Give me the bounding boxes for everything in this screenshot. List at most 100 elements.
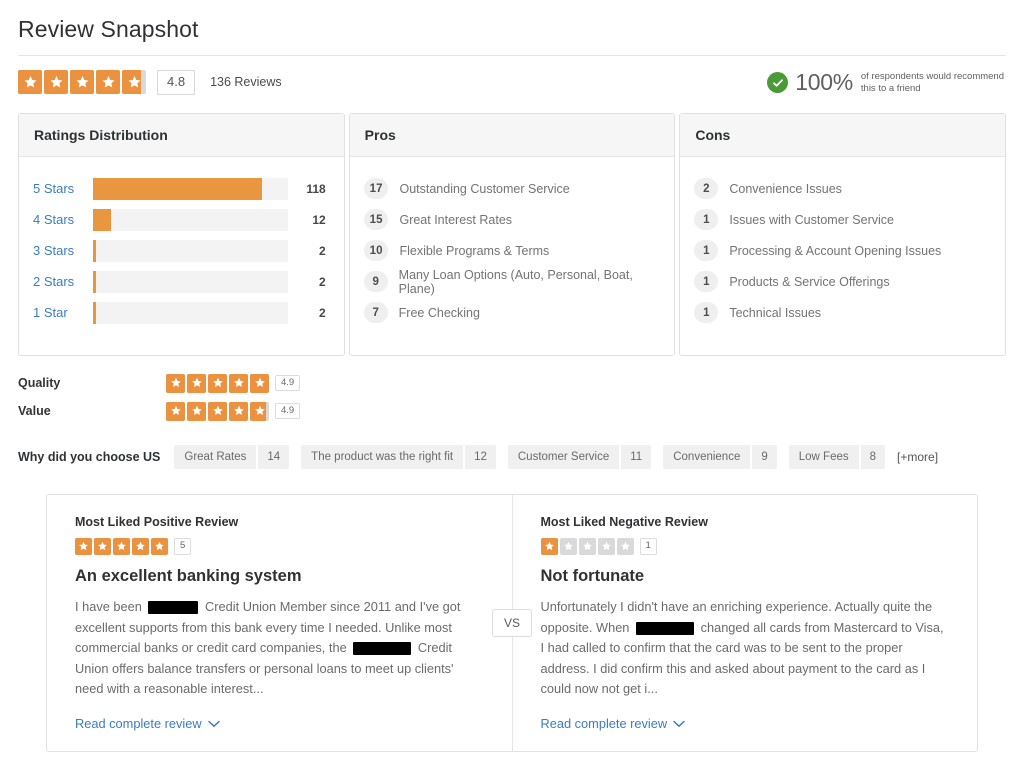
ratings-distribution-bar <box>93 270 96 293</box>
ratings-distribution-row: 4 Stars 12 <box>33 204 330 235</box>
negative-star-rating <box>540 538 634 555</box>
why-choose-more-link[interactable]: [+more] <box>897 450 939 464</box>
why-choose-chip-count: 14 <box>256 445 289 469</box>
why-choose-chip-label: Customer Service <box>517 451 610 463</box>
pros-item-label: Flexible Programs & Terms <box>399 243 550 258</box>
why-choose-chip[interactable]: Low Fees 8 <box>788 445 886 469</box>
subrating-row: Value 4.9 <box>18 400 1006 422</box>
cons-panel: Cons 2 Convenience Issues 1 Issues with Cus… <box>679 113 1007 356</box>
chevron-down-icon <box>673 716 685 731</box>
cons-item-label: Processing & Account Opening Issues <box>729 243 942 258</box>
positive-review-rating: 5 <box>75 538 484 555</box>
star-icon <box>94 538 111 555</box>
star-icon <box>597 538 615 555</box>
star-icon <box>18 70 42 95</box>
star-icon <box>75 538 92 555</box>
subratings-section: Quality 4.9 Value 4.9 <box>0 356 1024 422</box>
cons-item-label: Technical Issues <box>729 305 822 320</box>
star-icon <box>187 401 206 421</box>
subrating-name: Quality <box>18 376 61 390</box>
recommend-percentage: 100% <box>795 69 853 95</box>
star-icon <box>559 538 577 555</box>
recommend-line-1: of respondents would recommend <box>860 70 1004 82</box>
pros-item[interactable]: 7 Free Checking <box>363 297 661 328</box>
cons-item-count: 1 <box>694 271 719 292</box>
pros-item[interactable]: 17 Outstanding Customer Service <box>363 173 661 204</box>
pros-item-label: Free Checking <box>398 305 480 320</box>
review-count-label: 136 Reviews <box>210 75 282 90</box>
pros-panel: Pros 17 Outstanding Customer Service 15 Gre… <box>348 113 676 356</box>
ratings-distribution-count: 2 <box>318 305 326 320</box>
star-icon <box>250 401 269 421</box>
panels-row: Ratings Distribution 5 Stars 118 4 Stars 12… <box>0 96 1024 356</box>
why-choose-chip[interactable]: Great Rates 14 <box>174 445 290 469</box>
redaction-bar <box>353 642 412 656</box>
ratings-distribution-count: 2 <box>318 243 326 258</box>
pros-list: 17 Outstanding Customer Service 15 Great In… <box>350 157 675 338</box>
positive-read-complete-review-link[interactable]: Read complete review <box>75 716 220 731</box>
cons-item-count: 1 <box>694 209 719 230</box>
subrating-star-rating <box>166 373 269 393</box>
cons-item-label: Issues with Customer Service <box>729 212 894 227</box>
star-icon <box>122 70 146 95</box>
ratings-distribution-row: 3 Stars 2 <box>33 235 330 266</box>
title-divider <box>18 55 1006 56</box>
pros-item[interactable]: 9 Many Loan Options (Auto, Personal, Boat… <box>363 266 661 297</box>
redaction-bar <box>148 601 199 615</box>
why-choose-section: Why did you choose US Great Rates 14 The p… <box>0 428 1024 469</box>
summary-row: 4.8 136 Reviews 100% of respondents woul… <box>0 56 1024 96</box>
pros-item[interactable]: 15 Great Interest Rates <box>363 204 661 235</box>
cons-item[interactable]: 1 Products & Service Offerings <box>694 266 991 297</box>
star-icon <box>113 538 130 555</box>
star-icon <box>208 401 227 421</box>
ratings-distribution-label[interactable]: 2 Stars <box>33 274 75 289</box>
ratings-distribution-count: 12 <box>312 212 326 227</box>
cons-item-count: 1 <box>694 302 719 323</box>
negative-review-title: Not fortunate <box>540 567 645 585</box>
cons-item[interactable]: 1 Processing & Account Opening Issues <box>694 235 991 266</box>
negative-rating-badge: 1 <box>639 538 657 555</box>
pros-item[interactable]: 10 Flexible Programs & Terms <box>363 235 661 266</box>
ratings-distribution-bar <box>93 177 263 200</box>
positive-body-part-2: Credit Union Member since 2011 and I've … <box>75 599 461 655</box>
star-icon <box>166 401 185 421</box>
star-icon <box>151 538 168 555</box>
negative-read-complete-review-link[interactable]: Read complete review <box>541 716 686 731</box>
pros-heading: Pros <box>349 114 675 157</box>
ratings-distribution-row: 1 Star 2 <box>33 297 330 328</box>
ratings-distribution-label[interactable]: 5 Stars <box>33 181 75 196</box>
why-choose-chip-label: Great Rates <box>184 451 247 463</box>
ratings-distribution-label[interactable]: 4 Stars <box>33 212 75 227</box>
cons-item[interactable]: 1 Issues with Customer Service <box>694 204 991 235</box>
star-icon <box>166 373 185 393</box>
ratings-distribution-track <box>93 177 288 200</box>
cons-item[interactable]: 1 Technical Issues <box>694 297 991 328</box>
star-icon <box>208 373 227 393</box>
pros-item-count: 15 <box>363 209 389 230</box>
ratings-distribution-bar <box>93 239 96 262</box>
cons-list: 2 Convenience Issues 1 Issues with Customer… <box>680 157 1005 338</box>
cons-item-label: Convenience Issues <box>729 181 842 196</box>
ratings-distribution-track <box>93 208 288 231</box>
why-choose-chip-count: 11 <box>619 445 651 469</box>
overall-score-badge: 4.8 <box>157 70 196 95</box>
ratings-distribution-heading: Ratings Distribution <box>19 114 344 157</box>
positive-body-part-1: I have been <box>75 599 142 614</box>
why-choose-chip-count: 9 <box>750 445 776 469</box>
check-circle-icon <box>767 72 789 93</box>
ratings-distribution-label[interactable]: 3 Stars <box>33 243 75 258</box>
why-choose-chip[interactable]: Customer Service 11 <box>507 445 652 469</box>
ratings-distribution-label[interactable]: 1 Star <box>33 305 68 320</box>
star-icon <box>578 538 596 555</box>
why-choose-chip-label: The product was the right fit <box>311 451 454 463</box>
star-icon <box>229 401 248 421</box>
redaction-bar <box>636 621 694 635</box>
why-choose-chip[interactable]: Convenience 9 <box>663 445 777 469</box>
recommend-line-2: this to a friend <box>860 82 921 94</box>
why-choose-title: Why did you choose US <box>18 450 161 464</box>
negative-body-part-1: Unfortunately I didn't have an enriching… <box>540 599 933 635</box>
cons-item[interactable]: 2 Convenience Issues <box>694 173 991 204</box>
why-choose-chip[interactable]: The product was the right fit 12 <box>301 445 496 469</box>
positive-review-column: Most Liked Positive Review 5 An excellen… <box>47 495 513 751</box>
